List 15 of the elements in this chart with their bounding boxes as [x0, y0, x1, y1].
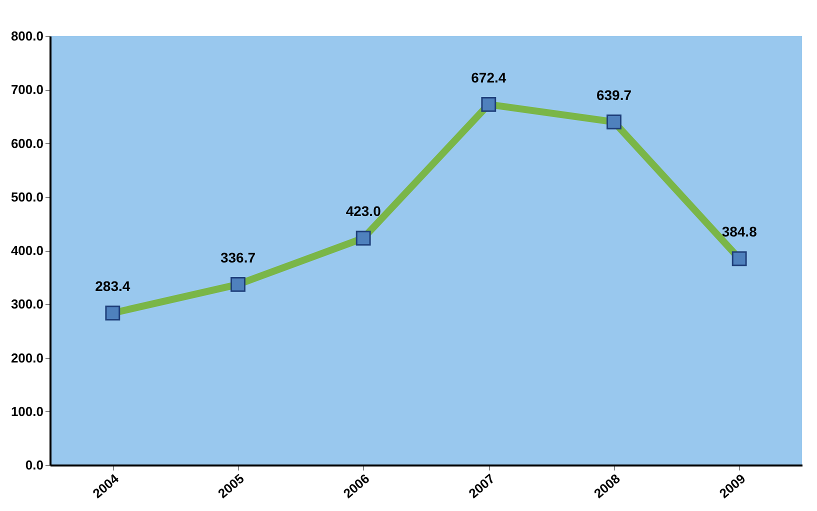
data-label: 336.7 [220, 249, 256, 266]
y-tick-label: 500.0 [10, 189, 44, 204]
y-tick-label: 300.0 [10, 296, 44, 312]
y-tick-label: 600.0 [10, 136, 44, 151]
data-label: 283.4 [95, 278, 130, 294]
y-tick-label: 800.0 [10, 28, 44, 44]
y-tick-label: 100.0 [10, 404, 44, 419]
y-tick-label: 0.0 [25, 458, 44, 472]
y-tick-label: 400.0 [10, 243, 44, 258]
data-label: 384.8 [722, 224, 758, 240]
data-label: 672.4 [471, 69, 506, 86]
y-tick-label: 200.0 [10, 350, 44, 366]
y-tick-label: 700.0 [10, 82, 44, 98]
data-label: 639.7 [596, 86, 632, 103]
data-label: 423.0 [346, 203, 382, 220]
